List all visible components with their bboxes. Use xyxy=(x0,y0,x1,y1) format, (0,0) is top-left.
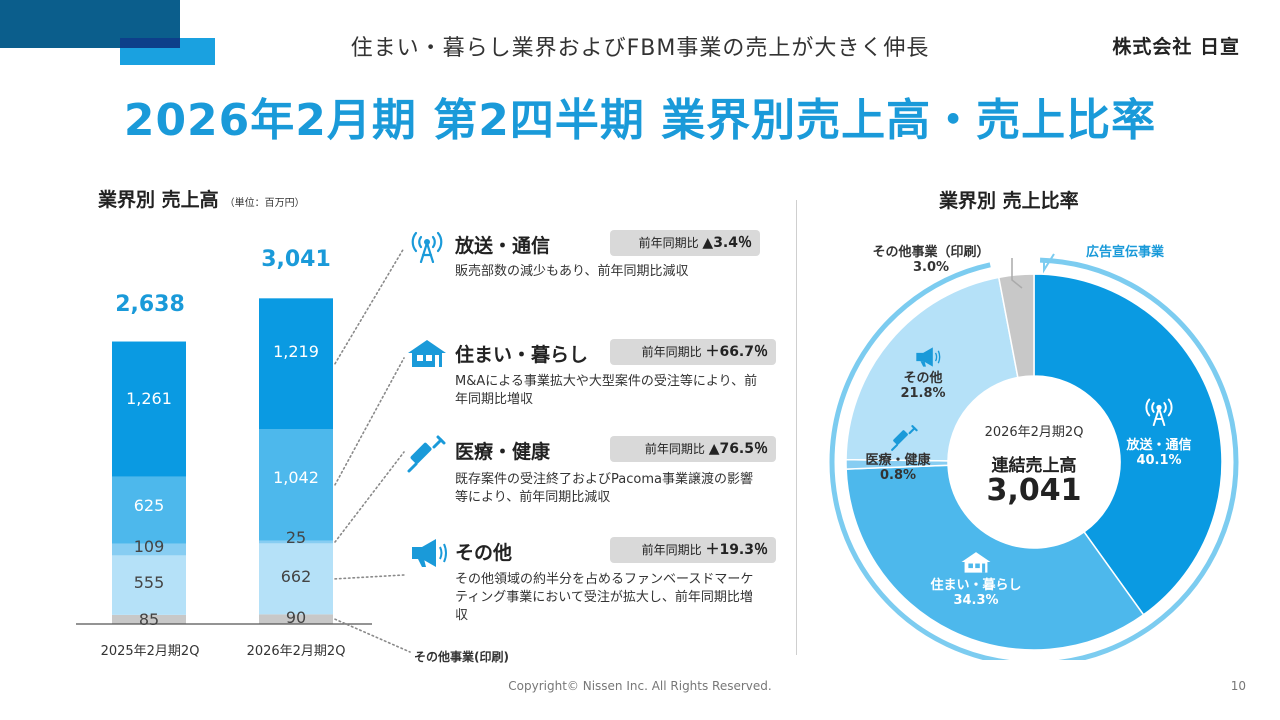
pie-label-print: その他事業（印刷） 3.0% xyxy=(856,245,1006,275)
pie-label-name: 住まい・暮らし xyxy=(930,578,1022,593)
yoy-badge-value: ＋19.3％ xyxy=(705,542,768,558)
donut-slice-broadcast xyxy=(1033,273,1223,616)
category-name-other: その他 xyxy=(455,542,513,564)
seg-label-broadcast-2026: 1,219 xyxy=(273,342,319,361)
donut-slice-other xyxy=(845,276,1019,462)
pie-label-name: 医療・健康 xyxy=(865,453,931,468)
pie-label-housing: 住まい・暮らし 34.3% xyxy=(916,578,1036,608)
bar-segment-broadcast-2026 xyxy=(259,298,333,430)
yoy-badge-label: 前年同期比 xyxy=(638,236,699,250)
seg-label-other-2026: 662 xyxy=(280,567,312,586)
seg-label-print-2025: 85 xyxy=(138,610,160,629)
connector-line-medical xyxy=(334,451,405,543)
bar-total-2026: 3,041 xyxy=(261,247,331,272)
header-decoration-dark xyxy=(120,38,180,48)
yoy-badge-value: ▲76.5％ xyxy=(708,441,768,457)
yoy-badge-label: 前年同期比 xyxy=(644,442,705,456)
bar-total-2025: 2,638 xyxy=(115,292,185,317)
bar-x-label-2025: 2025年2月期2Q xyxy=(100,644,200,659)
bar-segment-print-2025 xyxy=(112,614,186,624)
bar-segment-print-2026 xyxy=(259,614,333,624)
company-logo: 株式会社 日宣 xyxy=(1112,36,1240,58)
pie-label-broadcast: 放送・通信 40.1% xyxy=(1114,438,1204,468)
seg-label-print-2026: 90 xyxy=(285,608,307,627)
bar-section-title-text: 業界別 売上高 xyxy=(98,189,219,211)
yoy-badge-label: 前年同期比 xyxy=(641,345,702,359)
megaphone-icon xyxy=(913,346,943,368)
donut-slice-print xyxy=(997,273,1035,379)
slide-title: 2026年2月期 第2四半期 業界別売上高・売上比率 xyxy=(123,95,1157,146)
pie-section-title: 業界別 売上比率 xyxy=(939,190,1079,212)
connector-line-other xyxy=(334,574,405,580)
donut-slice-housing xyxy=(845,464,1145,651)
syringe-icon xyxy=(406,434,446,474)
antenna-icon xyxy=(408,229,446,263)
copyright: Copyright© Nissen Inc. All Rights Reserv… xyxy=(508,679,772,693)
pie-label-pct: 34.3% xyxy=(953,593,999,608)
pie-label-other: その他 21.8% xyxy=(878,371,968,401)
yoy-badge-medical: 前年同期比 ▲76.5％ xyxy=(610,436,776,462)
megaphone-icon xyxy=(408,537,450,569)
category-desc-medical: 既存案件の受注終了およびPacoma事業譲渡の影響等により、前年同期比減収 xyxy=(455,472,753,505)
donut-center-period: 2026年2月期2Q xyxy=(984,425,1084,440)
donut-chart xyxy=(829,253,1239,660)
house-icon xyxy=(406,338,448,368)
bar-segment-medical-2025 xyxy=(112,543,186,556)
yoy-badge-other: 前年同期比 ＋19.3％ xyxy=(610,537,776,563)
bar-segment-housing-2025 xyxy=(112,476,186,544)
yoy-badge-housing: 前年同期比 ＋66.7％ xyxy=(610,339,776,365)
stacked-bar-chart xyxy=(76,247,411,653)
print-business-label: その他事業(印刷) xyxy=(414,650,509,664)
syringe-icon xyxy=(890,424,918,452)
yoy-badge-value: ▲3.4％ xyxy=(702,235,752,251)
bar-unit: （単位：百万円） xyxy=(224,198,305,209)
pie-label-pct: 21.8% xyxy=(900,386,946,401)
pie-label-medical: 医療・健康 0.8% xyxy=(853,453,943,483)
seg-label-other-2025: 555 xyxy=(133,573,165,592)
category-desc-broadcast: 販売部数の減少もあり、前年同期比減収 xyxy=(455,264,689,279)
yoy-badge-label: 前年同期比 xyxy=(641,543,702,557)
bar-segment-other-2026 xyxy=(259,543,333,615)
slide-subtitle: 住まい・暮らし業界およびFBM事業の売上が大きく伸長 xyxy=(350,36,930,61)
pie-label-pct: 0.8% xyxy=(879,468,917,483)
bar-segment-housing-2026 xyxy=(259,429,333,541)
bar-segment-other-2025 xyxy=(112,555,186,615)
ad-business-ring xyxy=(829,257,1239,660)
ad-label-leader xyxy=(1043,253,1055,274)
yoy-badge-broadcast: 前年同期比 ▲3.4％ xyxy=(610,230,760,256)
category-name-medical: 医療・健康 xyxy=(455,441,551,463)
category-name-broadcast: 放送・通信 xyxy=(455,235,551,257)
category-desc-other: その他領域の約半分を占めるファンベースドマーケティング事業において受注が拡大し、… xyxy=(455,572,754,623)
seg-label-housing-2026: 1,042 xyxy=(273,468,319,487)
pie-label-ad-business: 広告宣伝事業 xyxy=(1085,245,1164,260)
seg-label-broadcast-2025: 1,261 xyxy=(126,389,172,408)
connector-line-broadcast xyxy=(334,247,405,365)
pie-label-name: 放送・通信 xyxy=(1126,438,1192,453)
seg-label-medical-2026: 25 xyxy=(285,528,307,547)
category-desc-housing: M&Aによる事業拡大や大型案件の受注等により、前年同期比増収 xyxy=(455,374,758,407)
donut-center-title: 連結売上高 xyxy=(991,456,1077,476)
bar-segment-medical-2026 xyxy=(259,540,333,544)
pie-label-pct: 40.1% xyxy=(1136,453,1182,468)
section-divider xyxy=(796,200,797,655)
connector-line-housing xyxy=(334,357,405,486)
seg-label-housing-2025: 625 xyxy=(133,496,165,515)
bar-section-title: 業界別 売上高 （単位：百万円） xyxy=(98,185,305,212)
category-name-housing: 住まい・暮らし xyxy=(455,344,589,366)
print-label-leader xyxy=(1011,258,1023,289)
page-number: 10 xyxy=(1230,679,1246,693)
seg-label-medical-2025: 109 xyxy=(133,537,165,556)
bar-x-label-2026: 2026年2月期2Q xyxy=(246,644,346,659)
pie-label-pct: 3.0% xyxy=(912,260,950,275)
antenna-icon xyxy=(1142,396,1176,426)
pie-label-name: その他事業（印刷） xyxy=(872,245,990,260)
bar-segment-broadcast-2025 xyxy=(112,341,186,477)
house-icon xyxy=(960,550,992,574)
donut-center-value: 3,041 xyxy=(986,473,1082,508)
pie-label-name: その他 xyxy=(903,371,943,386)
yoy-badge-value: ＋66.7％ xyxy=(705,344,768,360)
connector-line-print xyxy=(334,618,411,653)
